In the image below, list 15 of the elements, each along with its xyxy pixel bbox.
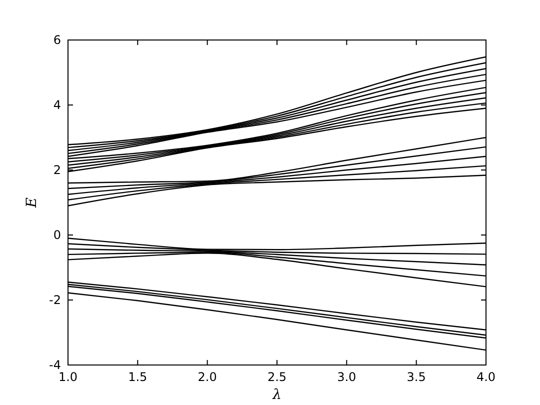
- y-axis-title: E: [24, 197, 40, 209]
- x-tick-label: 1.5: [128, 370, 148, 384]
- x-tick-label: 3.5: [406, 370, 426, 384]
- y-tick-label: -2: [49, 293, 61, 308]
- x-tick-label: 4.0: [476, 370, 496, 384]
- y-tick-label: 0: [53, 228, 61, 242]
- x-tick-label: 1.0: [58, 370, 78, 384]
- x-tick-label: 2.0: [198, 370, 217, 384]
- y-tick-label: 6: [53, 33, 61, 48]
- x-tick-label: 3.0: [337, 370, 356, 384]
- y-tick-label: 2: [53, 163, 61, 178]
- y-tick-label: -4: [49, 358, 61, 372]
- y-tick-label: 4: [53, 98, 61, 112]
- x-tick-label: 2.5: [267, 370, 287, 384]
- x-axis-title: λ: [272, 387, 282, 403]
